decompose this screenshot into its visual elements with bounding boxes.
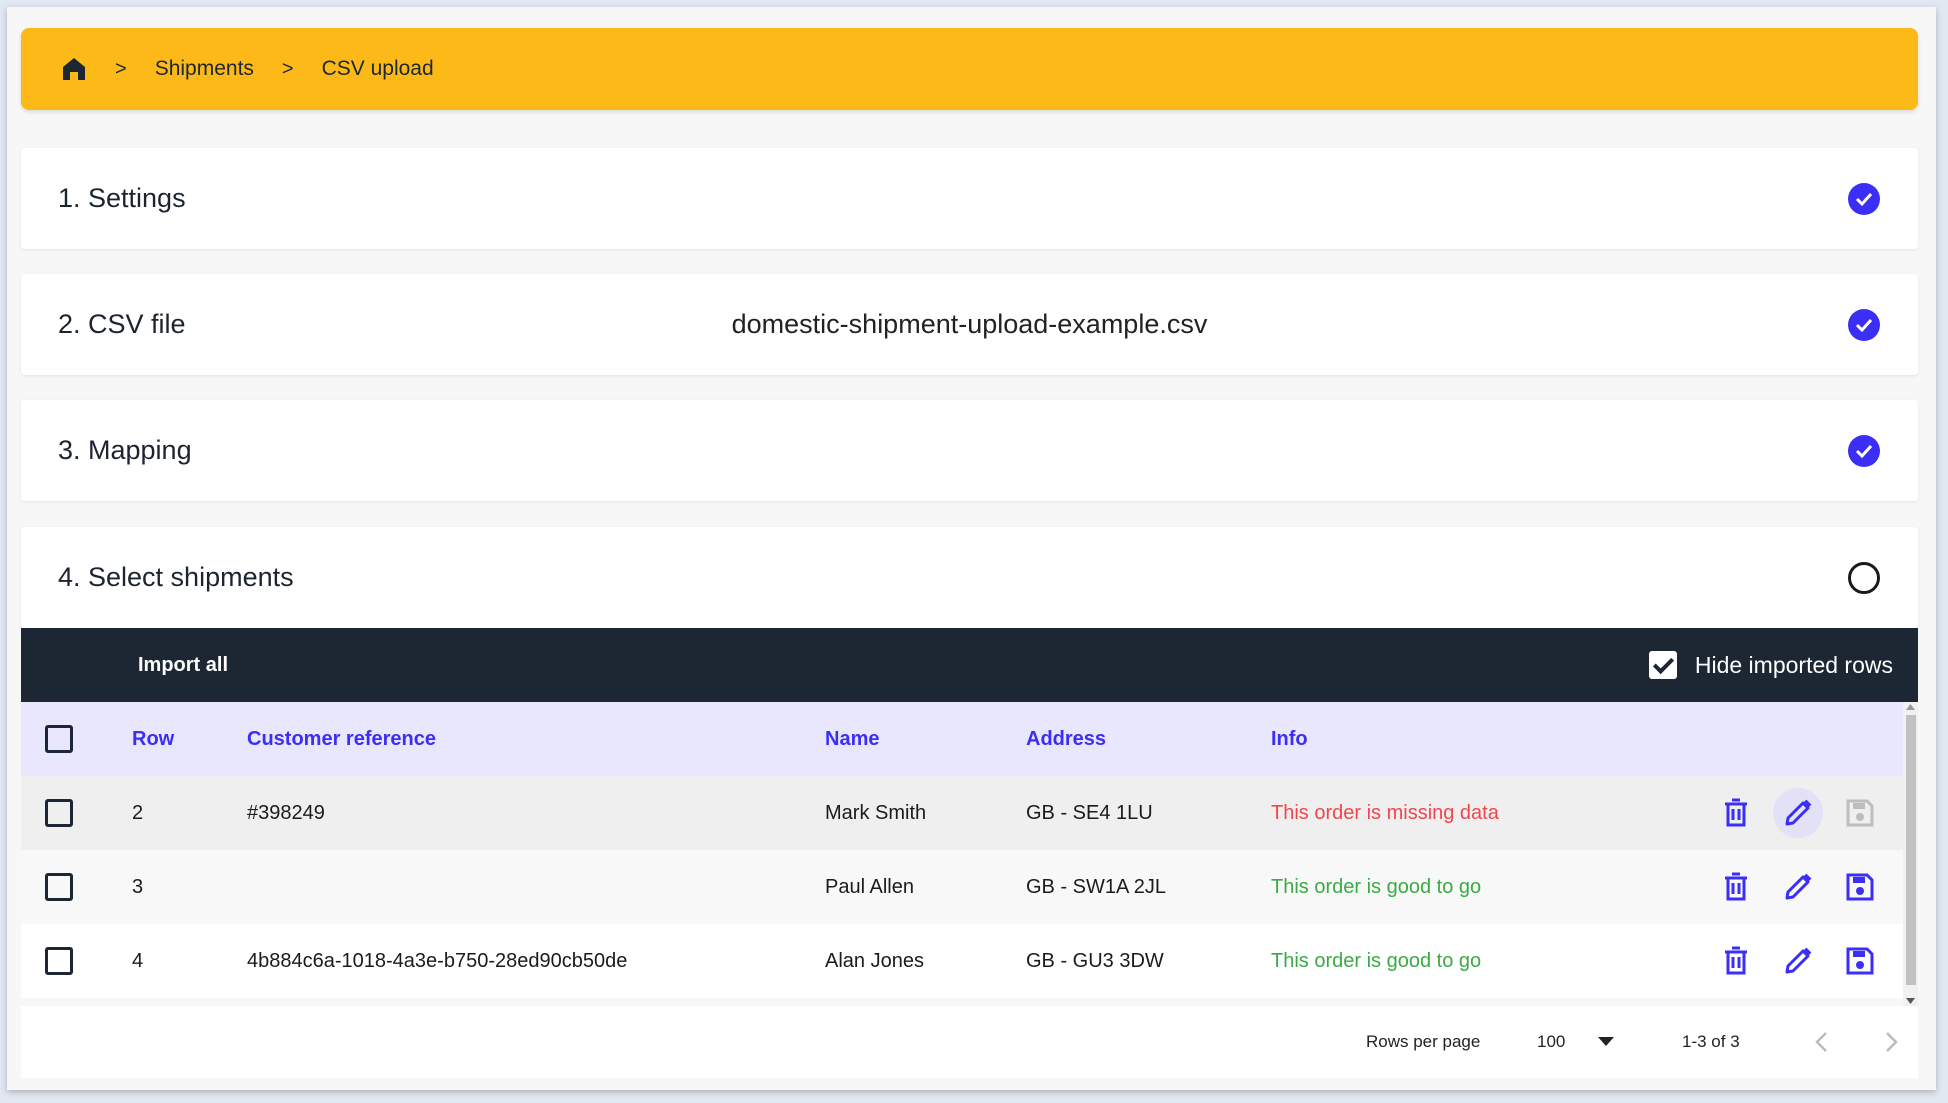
table-scrollbar[interactable] xyxy=(1903,702,1918,1006)
select-all-checkbox[interactable] xyxy=(45,725,73,753)
hide-imported-label: Hide imported rows xyxy=(1694,651,1893,678)
cell-address: GB - SE4 1LU xyxy=(1026,801,1153,824)
cell-info: This order is missing data xyxy=(1271,801,1499,824)
cell-name: Mark Smith xyxy=(825,801,927,824)
import-all-button[interactable]: Import all xyxy=(138,653,229,676)
breadcrumb: > Shipments > CSV upload xyxy=(21,28,1918,110)
column-header-address[interactable]: Address xyxy=(1026,727,1107,750)
dropdown-arrow-icon[interactable] xyxy=(1598,1037,1614,1046)
edit-icon[interactable] xyxy=(1773,788,1823,838)
table-row[interactable]: 3 Paul Allen GB - SW1A 2JL This order is… xyxy=(21,850,1903,924)
save-icon[interactable] xyxy=(1842,869,1878,905)
cell-name: Alan Jones xyxy=(825,949,924,972)
save-icon xyxy=(1842,795,1878,831)
cell-row: 4 xyxy=(132,949,144,972)
column-header-name[interactable]: Name xyxy=(825,727,880,750)
cell-info: This order is good to go xyxy=(1271,949,1482,972)
scrollbar-thumb[interactable] xyxy=(1906,715,1916,985)
chevron-left-icon[interactable] xyxy=(1814,1031,1828,1053)
check-circle-icon xyxy=(1848,308,1880,341)
pagination: Rows per page 100 1-3 of 3 xyxy=(21,1006,1918,1078)
cell-reference: 4b884c6a-1018-4a3e-b750-28ed90cb50de xyxy=(247,949,628,972)
page-range: 1-3 of 3 xyxy=(1682,1032,1740,1051)
cell-name: Paul Allen xyxy=(825,875,914,898)
step-select-shipments[interactable]: 4. Select shipments xyxy=(21,527,1918,628)
table-row[interactable]: 4 4b884c6a-1018-4a3e-b750-28ed90cb50de A… xyxy=(21,924,1903,998)
step-title: 4. Select shipments xyxy=(58,562,294,592)
cell-address: GB - GU3 3DW xyxy=(1026,949,1164,972)
breadcrumb-shipments[interactable]: Shipments xyxy=(154,57,254,80)
cell-row: 2 xyxy=(132,801,144,824)
breadcrumb-csv-upload: CSV upload xyxy=(321,57,434,80)
check-circle-icon xyxy=(1848,182,1880,215)
cell-info: This order is good to go xyxy=(1271,875,1482,898)
row-checkbox[interactable] xyxy=(45,799,73,827)
step-mapping[interactable]: 3. Mapping xyxy=(21,400,1918,501)
chevron-right-icon[interactable] xyxy=(1885,1031,1899,1053)
breadcrumb-separator: > xyxy=(281,57,294,80)
checkbox-checked-icon[interactable] xyxy=(1648,651,1677,679)
app-window: > Shipments > CSV upload 1. Settings 2. … xyxy=(7,7,1936,1090)
home-icon[interactable] xyxy=(61,57,87,81)
column-header-info[interactable]: Info xyxy=(1271,727,1308,750)
empty-circle-icon xyxy=(1848,561,1880,594)
table-toolbar: Import all Hide imported rows xyxy=(21,628,1918,702)
delete-icon[interactable] xyxy=(1718,795,1754,831)
delete-icon[interactable] xyxy=(1718,943,1754,979)
cell-reference: #398249 xyxy=(247,801,325,824)
cell-address: GB - SW1A 2JL xyxy=(1026,875,1167,898)
breadcrumb-separator: > xyxy=(115,57,127,80)
rows-per-page-select[interactable]: 100 xyxy=(1537,1032,1566,1051)
delete-icon[interactable] xyxy=(1718,869,1754,905)
row-checkbox[interactable] xyxy=(45,873,73,901)
step-settings[interactable]: 1. Settings xyxy=(21,148,1918,249)
rows-per-page-label: Rows per page xyxy=(1366,1032,1481,1051)
hide-imported-toggle[interactable]: Hide imported rows xyxy=(1648,651,1893,679)
shipments-table: Row Customer reference Name Address Info… xyxy=(21,702,1903,998)
step-csv-file[interactable]: 2. CSV file domestic-shipment-upload-exa… xyxy=(21,274,1918,375)
step-title: 3. Mapping xyxy=(58,435,192,465)
table-row[interactable]: 2 #398249 Mark Smith GB - SE4 1LU This o… xyxy=(21,776,1903,850)
column-header-reference[interactable]: Customer reference xyxy=(247,727,436,750)
row-checkbox[interactable] xyxy=(45,947,73,975)
edit-icon[interactable] xyxy=(1780,869,1816,905)
check-circle-icon xyxy=(1848,434,1880,467)
step-title: 1. Settings xyxy=(58,183,186,213)
edit-icon[interactable] xyxy=(1780,943,1816,979)
column-header-row[interactable]: Row xyxy=(132,727,175,750)
cell-row: 3 xyxy=(132,875,144,898)
table-header: Row Customer reference Name Address Info xyxy=(21,702,1903,776)
csv-filename: domestic-shipment-upload-example.csv xyxy=(731,309,1208,339)
step-title: 2. CSV file xyxy=(58,309,186,339)
save-icon[interactable] xyxy=(1842,943,1878,979)
